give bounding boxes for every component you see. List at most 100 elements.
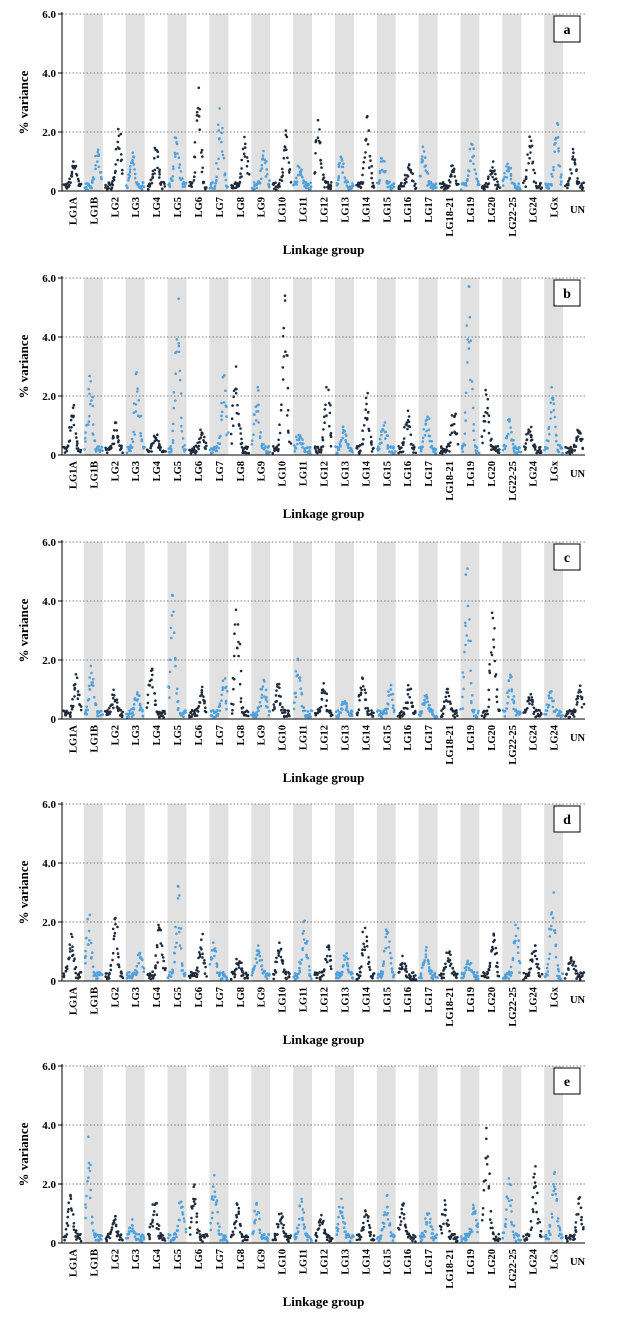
data-point [367,410,370,414]
data-point [400,1211,404,1215]
data-point [147,683,151,687]
x-tick-label: LG15 [382,197,393,223]
data-point [358,974,362,978]
x-tick-label: LG12 [320,987,331,1013]
data-point [532,168,535,172]
x-tick-label: LG19 [466,197,477,223]
data-point [182,448,186,451]
data-point [382,1222,386,1225]
data-point [516,448,520,451]
data-point [372,972,376,975]
x-tick-label: LG4 [152,986,163,1007]
data-point [401,967,404,971]
data-point [425,418,429,421]
data-point [566,186,569,190]
data-point [275,683,279,686]
data-point [554,955,558,959]
data-point [329,954,332,958]
data-point [115,698,119,701]
data-point [330,181,333,184]
data-point [239,172,242,175]
data-point [195,1212,199,1215]
data-point [133,697,137,700]
data-point [487,1187,491,1190]
data-point [154,964,157,967]
data-point [371,977,374,980]
data-point [232,389,236,392]
data-point [534,1185,537,1188]
data-point [464,624,467,628]
data-point [255,711,258,714]
x-axis-label: Linkage group [283,506,365,521]
data-point [320,705,323,709]
data-point [389,961,393,965]
x-tick-label: LG4 [152,460,163,481]
data-point [230,712,234,715]
data-point [262,443,266,446]
data-point [309,715,313,719]
data-point [198,1233,202,1236]
data-point [284,350,287,353]
data-point [494,449,498,453]
data-point [452,714,455,717]
data-point [576,435,580,438]
x-tick-label: LG8 [236,725,247,745]
data-point [183,971,187,975]
data-point [410,701,414,704]
x-tick-label: LG12 [320,725,331,751]
data-point [538,975,542,978]
data-point [307,1235,311,1238]
data-point [519,1238,522,1242]
data-point [104,446,107,450]
data-point [362,1221,365,1225]
data-point [427,1212,431,1215]
data-point [439,1225,443,1229]
data-point [449,441,452,444]
data-point [204,706,207,710]
data-point [581,447,584,451]
x-tick-label: UN [570,995,586,1006]
data-point [215,449,218,452]
data-point [514,708,517,711]
data-point [429,972,432,975]
x-tick-label: LG4 [152,196,163,217]
data-point [193,1183,196,1186]
data-point [362,685,365,688]
data-point [91,423,95,426]
data-point [401,450,405,453]
data-point [414,182,417,186]
data-point [167,1236,170,1240]
x-tick-label: LG15 [382,725,393,751]
data-point [148,450,151,453]
data-point [204,710,208,714]
data-point [260,158,264,161]
data-point [175,687,179,691]
x-tick-label: LG7 [215,725,226,745]
data-point [237,966,241,969]
data-point [71,945,74,948]
data-point [251,711,255,714]
x-tick-label: LG1B [89,197,100,224]
data-point [463,443,467,447]
data-point [517,939,520,942]
data-point [115,1234,119,1238]
data-point [453,175,457,178]
x-tick-label: LG18-21 [445,725,456,765]
data-point [398,1215,402,1219]
data-point [580,1222,583,1226]
data-point [260,177,263,181]
data-point [398,715,402,719]
data-point [176,152,179,155]
data-point [268,972,271,976]
data-point [540,713,543,716]
data-point [274,185,278,189]
data-point [487,688,491,692]
data-point [560,1233,563,1236]
data-point [288,168,292,171]
data-point [553,929,557,932]
data-point [149,1222,153,1226]
data-point [532,1210,535,1214]
data-point [116,434,119,438]
data-point [87,387,90,391]
data-point [142,1238,146,1241]
